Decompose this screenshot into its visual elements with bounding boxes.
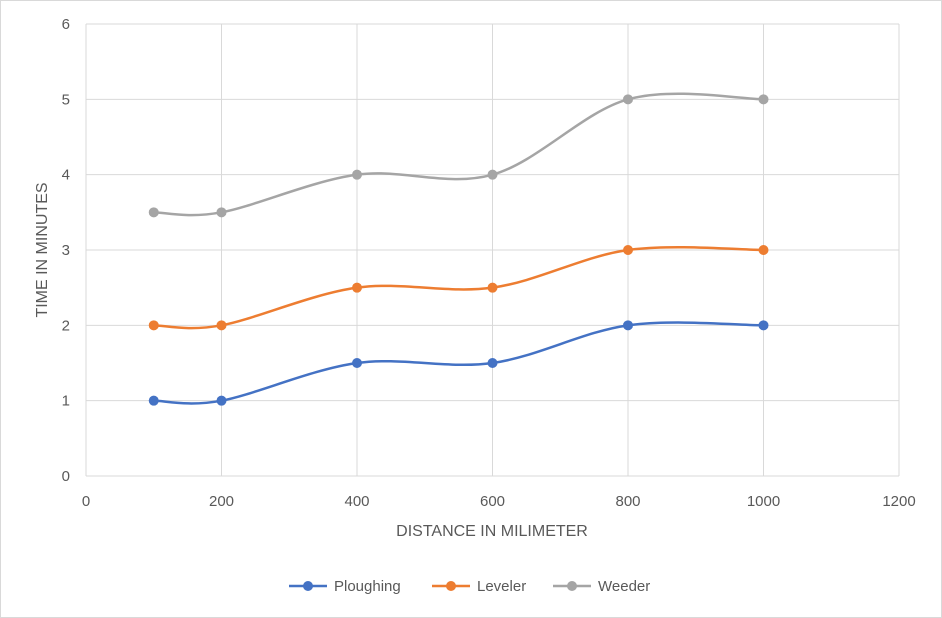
legend-marker: [567, 581, 577, 591]
y-tick-label: 1: [62, 393, 70, 410]
data-point: [623, 320, 633, 331]
data-point: [623, 245, 633, 255]
y-tick-label: 0: [62, 468, 70, 485]
x-tick-labels: 0 200 400 600 800 1000 1200: [82, 493, 916, 510]
x-tick-label: 1200: [882, 493, 915, 510]
legend-marker: [446, 581, 456, 591]
y-tick-label: 3: [62, 242, 70, 259]
series-line: [152, 245, 765, 330]
data-point: [487, 169, 498, 180]
series-ploughing: [148, 320, 769, 406]
gridlines: [85, 23, 900, 477]
x-tick-label: 1000: [747, 493, 780, 510]
series-line: [152, 321, 765, 405]
data-point: [352, 358, 362, 368]
legend-label: Leveler: [477, 578, 526, 595]
legend-item-ploughing: Ploughing: [289, 578, 401, 595]
data-point: [487, 282, 498, 293]
series-leveler: [148, 245, 769, 331]
data-point: [352, 282, 362, 293]
data-point: [148, 207, 159, 218]
legend-item-weeder: Weeder: [553, 578, 650, 595]
data-point: [148, 395, 159, 406]
y-tick-labels: 0 1 2 3 4 5 6: [62, 16, 70, 485]
series-weeder: [148, 92, 769, 218]
legend-marker: [303, 581, 313, 591]
series-line: [152, 92, 765, 217]
x-axis-title: DISTANCE IN MILIMETER: [396, 523, 588, 540]
x-tick-label: 800: [615, 493, 640, 510]
series-group: [148, 92, 769, 406]
data-point: [216, 320, 227, 331]
legend-label: Weeder: [598, 578, 650, 595]
data-point: [623, 94, 633, 105]
y-tick-label: 2: [62, 317, 70, 334]
x-tick-label: 0: [82, 493, 90, 510]
legend-label: Ploughing: [334, 578, 401, 595]
y-axis-title: TIME IN MINUTES: [34, 182, 51, 317]
data-point: [148, 320, 159, 331]
y-tick-label: 5: [62, 91, 70, 108]
legend-item-leveler: Leveler: [432, 578, 526, 595]
data-point: [216, 207, 227, 218]
data-point: [487, 358, 498, 368]
data-point: [758, 320, 769, 331]
x-tick-label: 400: [344, 493, 369, 510]
data-point: [352, 169, 362, 180]
data-point: [758, 94, 769, 105]
x-tick-label: 600: [480, 493, 505, 510]
legend: Ploughing Leveler Weeder: [289, 578, 650, 595]
y-tick-label: 4: [62, 167, 70, 184]
y-tick-label: 6: [62, 16, 70, 33]
data-point: [216, 395, 227, 406]
x-tick-label: 200: [209, 493, 234, 510]
data-point: [758, 245, 769, 255]
